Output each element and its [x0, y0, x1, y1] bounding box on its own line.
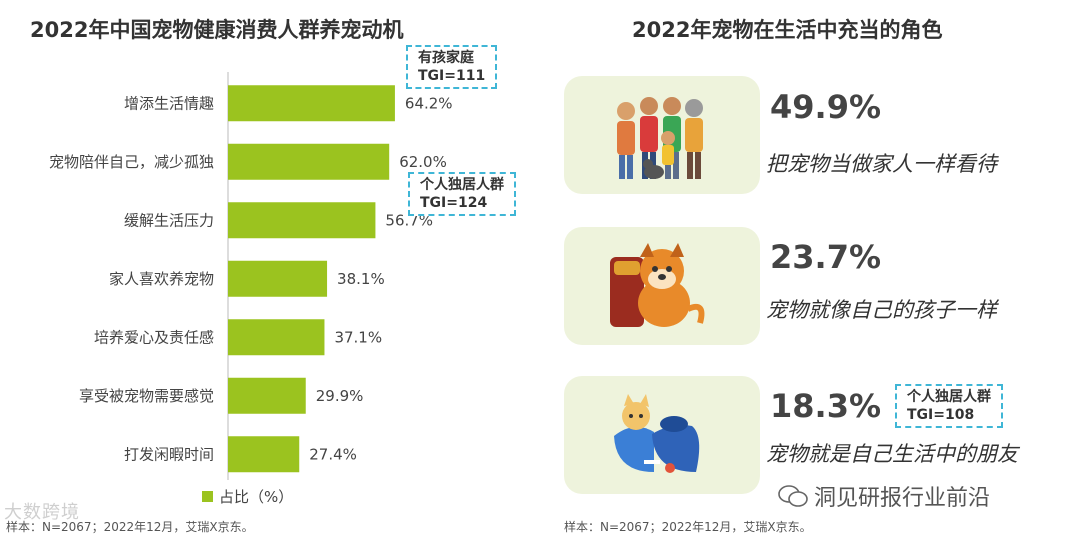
- watermark-left: 大数跨境: [4, 502, 80, 523]
- role-desc-child: 宠物就像自己的孩子一样: [766, 298, 997, 322]
- puppy-icon: [610, 243, 705, 327]
- bar-4: [228, 319, 325, 356]
- value-label-4: 37.1%: [334, 328, 382, 346]
- callout-single-line2: TGI=124: [420, 195, 488, 211]
- chart-legend: 占比（%）: [202, 486, 293, 507]
- callout-single-line1: 个人独居人群: [420, 177, 504, 193]
- callout-right-line1: 个人独居人群: [907, 389, 991, 405]
- role-desc-family: 把宠物当做家人一样看待: [766, 152, 997, 176]
- callout-family-line2: TGI=111: [418, 68, 486, 84]
- role-pct-friend: 18.3%: [770, 387, 882, 425]
- category-label-4: 培养爱心及责任感: [94, 328, 214, 346]
- value-label-0: 64.2%: [405, 94, 453, 112]
- legend-swatch: [202, 491, 213, 502]
- category-label-6: 打发闲暇时间: [124, 445, 214, 463]
- category-label-5: 享受被宠物需要感觉: [79, 387, 214, 405]
- watermark-right: 洞见研报行业前沿: [778, 480, 990, 512]
- bar-2: [228, 202, 376, 239]
- right-panel-title: 2022年宠物在生活中充当的角色: [632, 18, 943, 42]
- value-label-6: 27.4%: [309, 445, 357, 463]
- callout-family-line1: 有孩家庭: [418, 50, 474, 66]
- bar-3: [228, 260, 328, 297]
- role-card-child: [564, 227, 760, 345]
- callout-single-tgi: 个人独居人群 TGI=124: [408, 172, 516, 216]
- bar-6: [228, 436, 300, 473]
- family-icon: [617, 97, 703, 179]
- role-card-friend: [564, 376, 760, 494]
- role-card-family: [564, 76, 760, 194]
- wechat-icon: [778, 485, 808, 507]
- callout-single-tgi-right: 个人独居人群 TGI=108: [895, 384, 1003, 428]
- value-label-5: 29.9%: [316, 387, 364, 405]
- category-label-3: 家人喜欢养宠物: [109, 270, 214, 288]
- source-note-right: 样本：N=2067；2022年12月，艾瑞X京东。: [564, 520, 812, 534]
- role-desc-friend: 宠物就是自己生活中的朋友: [766, 442, 1018, 466]
- motivation-bar-chart: 增添生活情趣 64.2%宠物陪伴自己，减少孤独 62.0%缓解生活压力 56.7%家人…: [49, 72, 453, 480]
- cat-bag-icon: [614, 394, 700, 473]
- legend-label: 占比（%）: [219, 488, 294, 506]
- category-label-1: 宠物陪伴自己，减少孤独: [49, 153, 214, 171]
- value-label-1: 62.0%: [399, 153, 447, 171]
- bar-0: [228, 85, 395, 122]
- watermark-right-text: 洞见研报行业前沿: [814, 486, 991, 511]
- callout-right-line2: TGI=108: [907, 407, 975, 423]
- bar-1: [228, 143, 390, 180]
- value-label-3: 38.1%: [337, 270, 385, 288]
- role-pct-family: 49.9%: [770, 88, 882, 126]
- bar-5: [228, 377, 306, 414]
- role-pct-child: 23.7%: [770, 238, 882, 276]
- source-note-left: 样本：N=2067；2022年12月，艾瑞X京东。: [6, 520, 254, 534]
- callout-family-tgi: 有孩家庭 TGI=111: [406, 45, 498, 89]
- category-label-2: 缓解生活压力: [124, 211, 214, 229]
- left-chart-title: 2022年中国宠物健康消费人群养宠动机: [30, 18, 404, 42]
- category-label-0: 增添生活情趣: [124, 94, 214, 112]
